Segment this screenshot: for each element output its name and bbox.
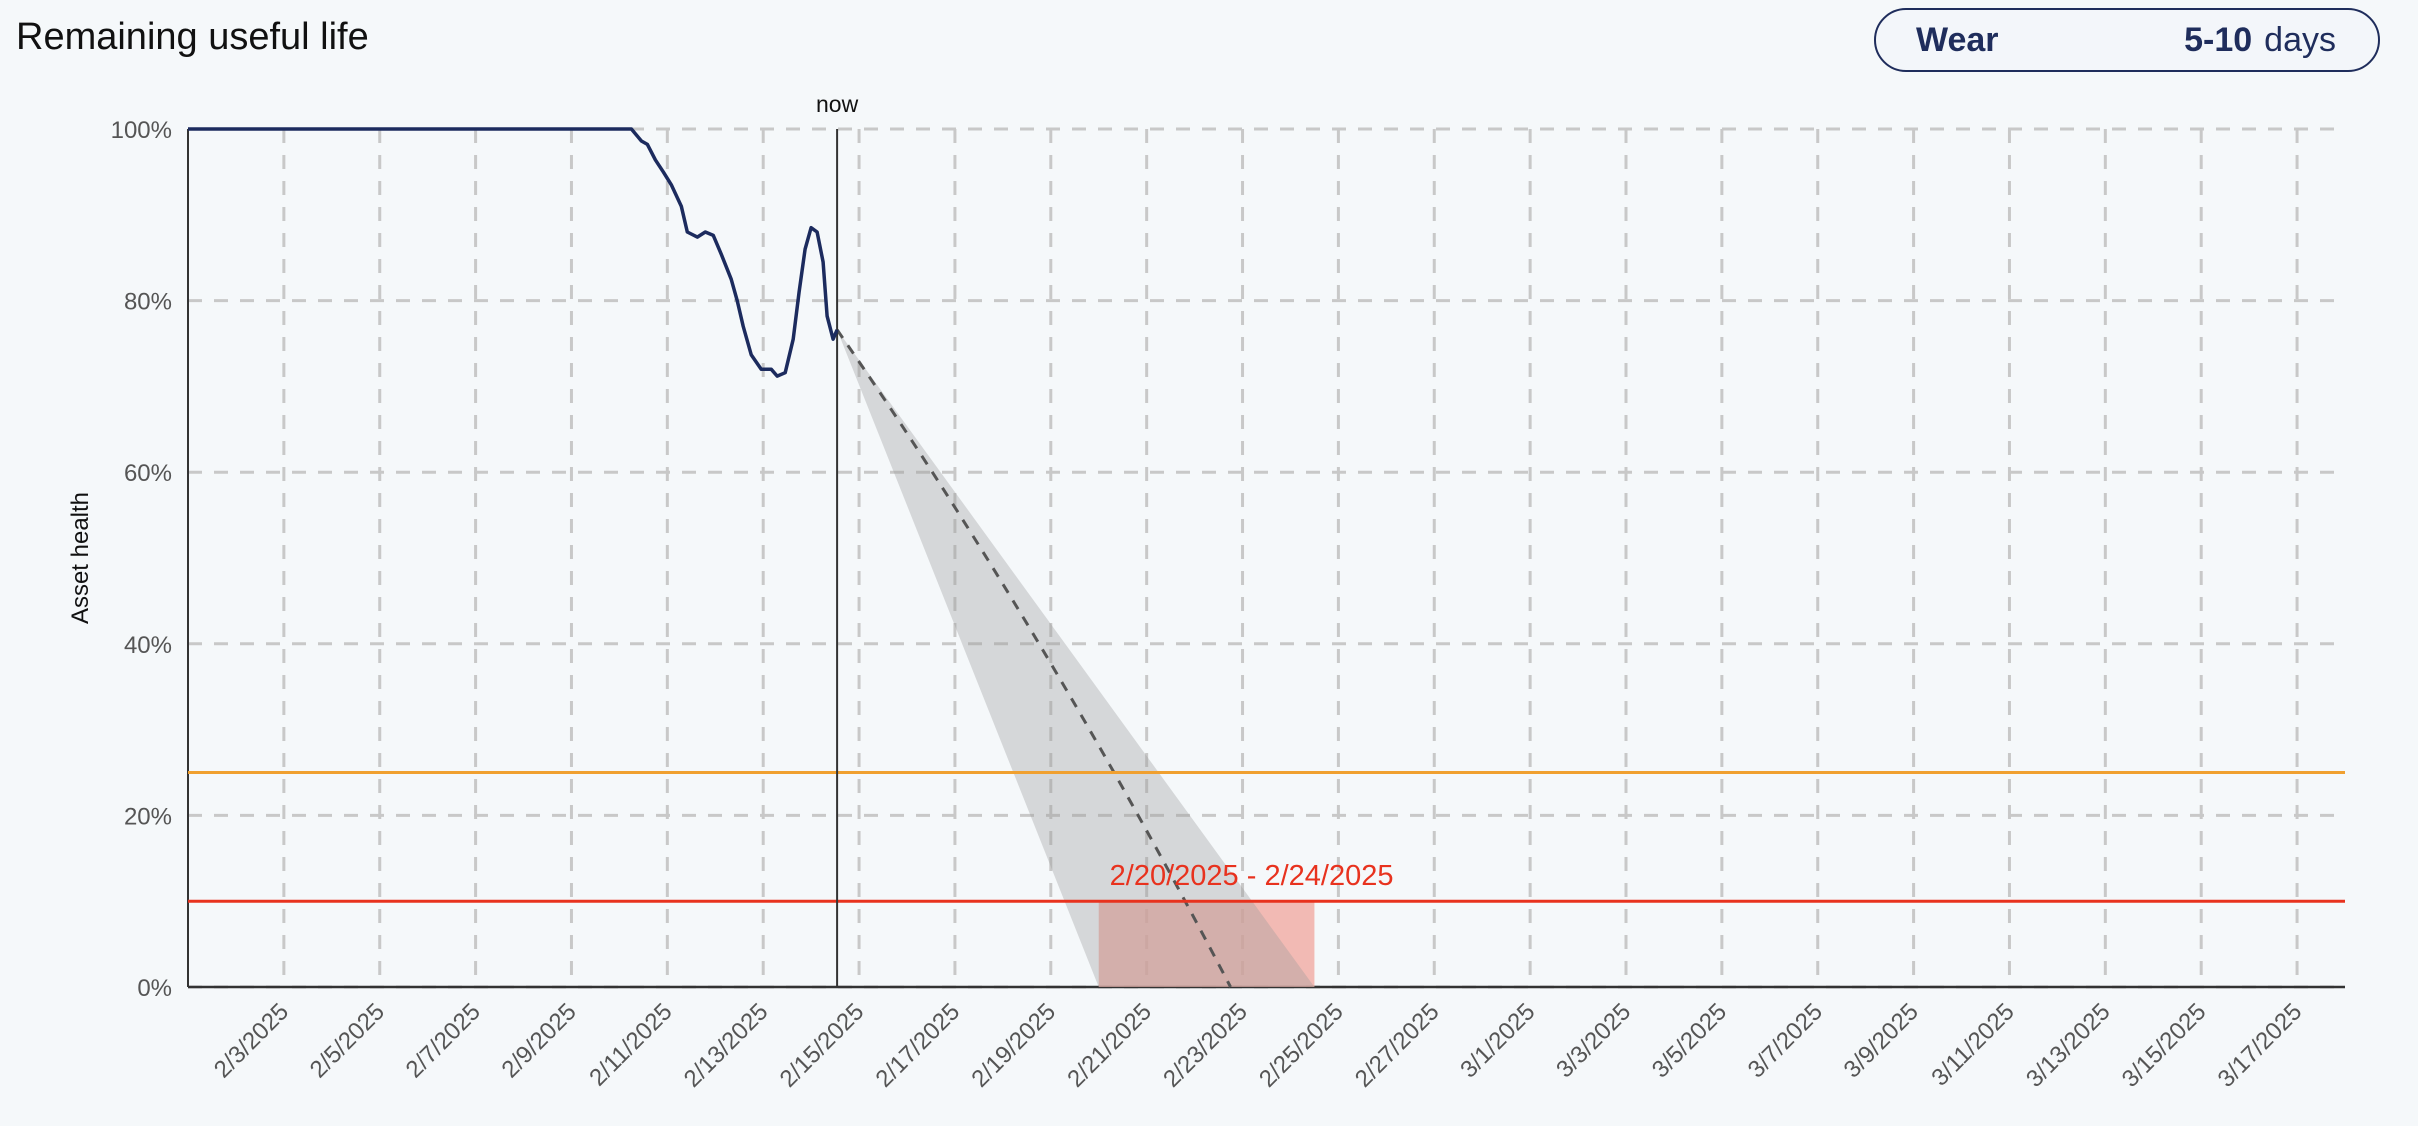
- x-tick-label: 3/5/2025: [1647, 998, 1732, 1083]
- x-tick-label: 3/3/2025: [1551, 998, 1636, 1083]
- y-tick-label: 20%: [124, 803, 172, 830]
- failure-window: [1098, 901, 1315, 987]
- forecast-line: [835, 328, 1232, 988]
- x-tick-label: 3/11/2025: [1926, 998, 2019, 1091]
- badge-unit: days: [2264, 21, 2336, 59]
- x-tick-label: 2/3/2025: [209, 998, 294, 1083]
- y-tick-label: 40%: [124, 632, 172, 659]
- x-tick-label: 2/25/2025: [1254, 998, 1349, 1093]
- x-tick-label: 3/15/2025: [2117, 998, 2212, 1093]
- forecast-cone: [837, 329, 1315, 988]
- y-tick-label: 60%: [124, 460, 172, 487]
- now-label: now: [816, 91, 859, 117]
- x-tick-label: 2/9/2025: [497, 998, 582, 1083]
- x-tick-label: 3/13/2025: [2021, 998, 2116, 1093]
- x-tick-label: 2/23/2025: [1158, 998, 1253, 1093]
- badge-value: 5-10: [2184, 21, 2253, 59]
- x-tick-label: 2/21/2025: [1062, 998, 1157, 1093]
- rul-badge: Wear 5-10 days: [1874, 8, 2380, 72]
- x-tick-label: 3/9/2025: [1839, 998, 1924, 1083]
- x-tick-label: 2/27/2025: [1350, 998, 1445, 1093]
- page-title: Remaining useful life: [16, 16, 369, 58]
- x-tick-label: 2/7/2025: [401, 998, 486, 1083]
- x-tick-label: 2/13/2025: [679, 998, 774, 1093]
- x-tick-label: 2/19/2025: [966, 998, 1061, 1093]
- x-tick-label: 2/15/2025: [775, 998, 870, 1093]
- x-tick-label: 2/17/2025: [871, 998, 966, 1093]
- failure-window-label: 2/20/2025 - 2/24/2025: [1110, 860, 1394, 892]
- health-series-line: [188, 127, 839, 378]
- y-tick-label: 0%: [137, 975, 172, 1002]
- badge-value-group: 5-10 days: [2184, 21, 2336, 60]
- x-tick-label: 3/7/2025: [1743, 998, 1828, 1083]
- y-tick-label: 80%: [124, 289, 172, 316]
- y-tick-label: 100%: [111, 117, 172, 144]
- x-tick-label: 2/5/2025: [305, 998, 390, 1083]
- x-tick-label: 3/17/2025: [2213, 998, 2308, 1093]
- y-axis-label: Asset health: [67, 492, 94, 624]
- badge-label: Wear: [1916, 21, 1999, 59]
- x-tick-label: 2/11/2025: [584, 998, 677, 1091]
- x-tick-label: 3/1/2025: [1455, 998, 1540, 1083]
